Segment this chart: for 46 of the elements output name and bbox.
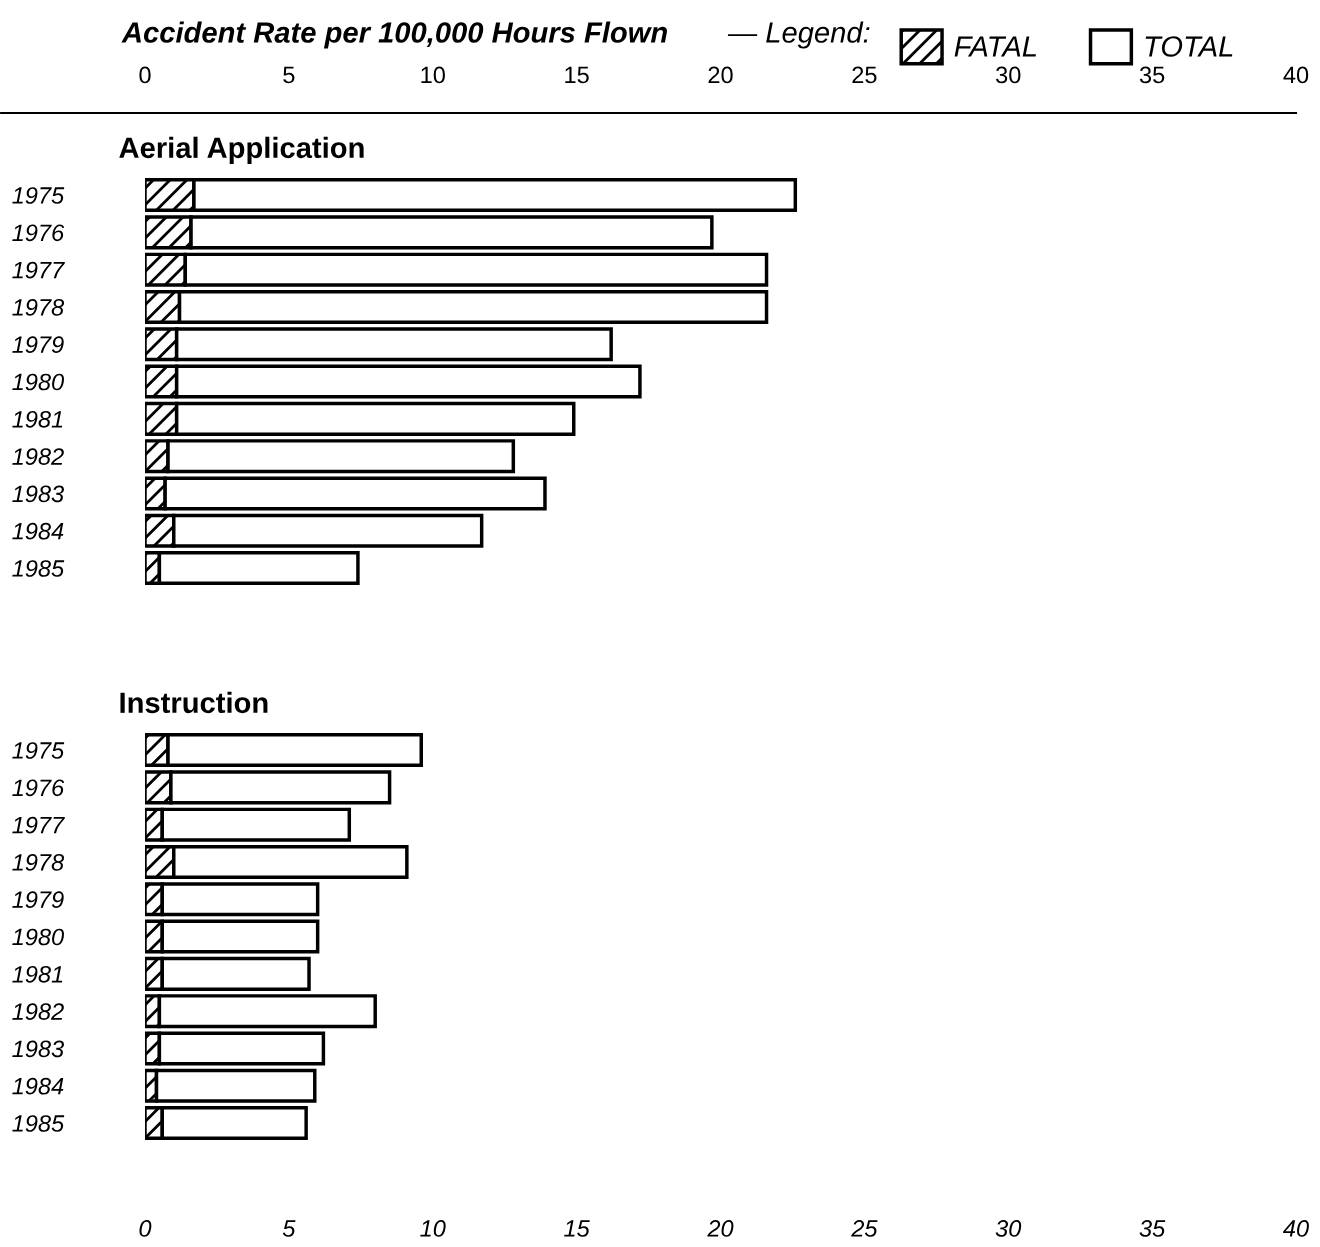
legend-title: — Legend: — [727, 21, 870, 49]
x-tick-label: 15 — [564, 1220, 590, 1237]
y-tick-label: 1978 — [12, 854, 65, 871]
x-tick-label: 25 — [851, 1220, 878, 1237]
y-tick-label: 1976 — [12, 224, 65, 242]
y-tick-label: 1979 — [12, 891, 64, 909]
x-tick-label: 35 — [1139, 66, 1165, 84]
y-tick-label: 1980 — [12, 373, 64, 391]
y-tick-label: 1984 — [12, 522, 64, 540]
y-tick-label: 1975 — [12, 742, 65, 759]
y-tick-label: 1982 — [12, 1003, 64, 1020]
x-axis-title: Accident Rate per 100,000 Hours Flown — [121, 21, 667, 49]
y-tick-label: 1976 — [12, 779, 65, 797]
y-tick-label: 1985 — [12, 560, 65, 577]
x-tick-label: 5 — [283, 66, 295, 84]
y-tick-label: 1977 — [12, 816, 65, 834]
y-tick-label: 1984 — [12, 1077, 64, 1095]
y-tick-label: 1979 — [12, 336, 64, 354]
x-tick-label: 30 — [995, 1220, 1022, 1237]
x-tick-label: 35 — [1139, 1220, 1166, 1237]
y-tick-label: 1977 — [12, 261, 65, 279]
x-tick-label: 30 — [996, 66, 1021, 84]
y-tick-label: 1975 — [12, 187, 65, 204]
x-tick-label: 5 — [282, 1220, 296, 1237]
x-tick-label: 0 — [139, 66, 151, 84]
x-tick-label: 15 — [565, 66, 589, 84]
y-tick-label: 1985 — [12, 1115, 65, 1132]
y-tick-label: 1983 — [12, 1040, 64, 1058]
legend-label: FATAL — [954, 36, 1036, 57]
x-tick-label: 20 — [708, 66, 733, 84]
y-tick-label: 1982 — [12, 448, 64, 465]
y-tick-label: 1981 — [12, 410, 63, 428]
y-tick-label: 1983 — [12, 485, 64, 503]
x-tick-label: 10 — [421, 66, 445, 84]
x-tick-label: 40 — [1283, 1220, 1309, 1237]
x-tick-label: 0 — [139, 1220, 152, 1237]
chart-title: Instruction — [120, 691, 268, 714]
x-tick-label: 20 — [707, 1220, 734, 1237]
legend-label: TOTAL — [1145, 36, 1233, 57]
x-tick-label: 40 — [1283, 66, 1309, 84]
chart-title: Aerial Application — [119, 136, 364, 164]
y-tick-label: 1980 — [12, 928, 64, 946]
y-tick-label: 1981 — [12, 965, 63, 983]
y-tick-label: 1978 — [12, 299, 65, 316]
x-tick-label: 25 — [852, 66, 877, 84]
x-tick-label: 10 — [420, 1220, 446, 1237]
